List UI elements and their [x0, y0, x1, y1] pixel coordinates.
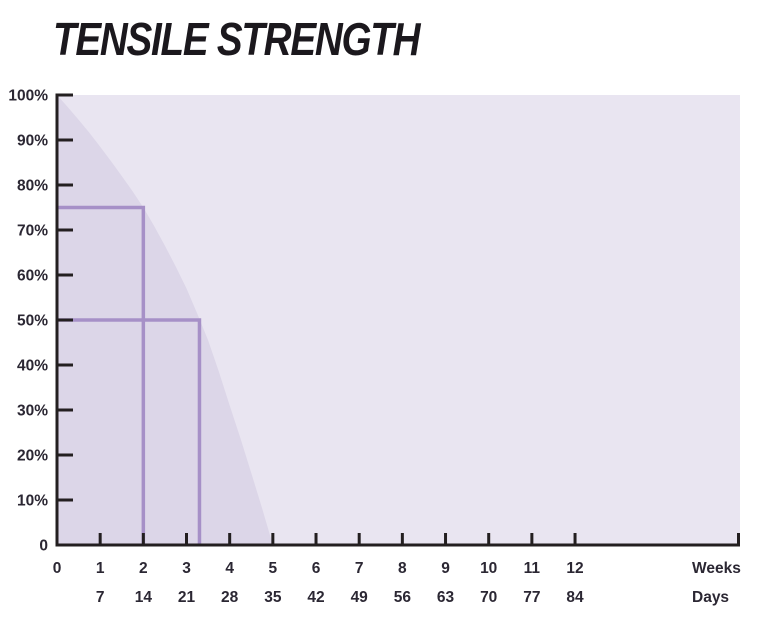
- week-tick-label-4: 4: [225, 560, 234, 577]
- day-tick-label-70: 70: [480, 589, 497, 606]
- week-tick-label-0: 0: [53, 560, 62, 577]
- week-tick-label-7: 7: [355, 560, 364, 577]
- day-tick-label-49: 49: [351, 589, 369, 606]
- day-tick-label-7: 7: [96, 589, 105, 606]
- y-tick-label-90: 90%: [17, 133, 48, 150]
- day-tick-label-35: 35: [264, 589, 282, 606]
- week-tick-label-6: 6: [312, 560, 321, 577]
- y-tick-label-30: 30%: [17, 403, 48, 420]
- day-tick-label-42: 42: [307, 589, 324, 606]
- day-tick-label-28: 28: [221, 589, 239, 606]
- week-tick-label-5: 5: [269, 560, 278, 577]
- y-tick-label-70: 70%: [17, 223, 48, 240]
- y-tick-label-40: 40%: [17, 358, 48, 375]
- week-tick-label-11: 11: [524, 560, 541, 577]
- weeks-unit-label: Weeks: [692, 560, 741, 577]
- day-tick-label-14: 14: [135, 589, 153, 606]
- y-tick-label-10: 10%: [17, 493, 48, 510]
- week-tick-label-3: 3: [182, 560, 191, 577]
- reference-line-75: [57, 205, 146, 545]
- day-tick-label-56: 56: [394, 589, 412, 606]
- day-tick-label-63: 63: [437, 589, 455, 606]
- week-tick-label-10: 10: [480, 560, 497, 577]
- week-tick-label-12: 12: [566, 560, 583, 577]
- week-tick-label-1: 1: [96, 560, 105, 577]
- y-tick-label-60: 60%: [17, 268, 48, 285]
- y-tick-label-50: 50%: [17, 313, 48, 330]
- y-tick-label-100: 100%: [8, 88, 48, 105]
- chart-title: TENSILE STRENGTH: [53, 13, 421, 65]
- days-unit-label: Days: [692, 589, 729, 606]
- y-tick-label-0: 0: [39, 538, 48, 555]
- week-tick-label-2: 2: [139, 560, 148, 577]
- y-tick-label-20: 20%: [17, 448, 48, 465]
- reference-line-50: [57, 318, 202, 545]
- day-tick-label-77: 77: [523, 589, 540, 606]
- week-tick-label-8: 8: [398, 560, 407, 577]
- day-tick-label-84: 84: [566, 589, 584, 606]
- day-tick-label-21: 21: [178, 589, 196, 606]
- week-tick-label-9: 9: [441, 560, 450, 577]
- y-tick-label-80: 80%: [17, 178, 48, 195]
